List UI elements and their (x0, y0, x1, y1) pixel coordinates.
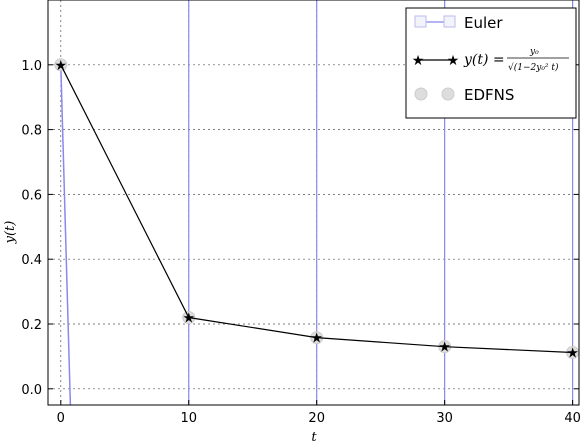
y-tick-label: 0.2 (21, 318, 42, 333)
x-tick-label: 30 (436, 411, 453, 426)
plot-frame (47, 0, 580, 406)
x-tick-label: 0 (57, 411, 65, 426)
legend: Euler ★ ★ y(t) = y₀ √(1−2y₀² t) EDFNS (405, 7, 577, 119)
ticks: 0 10 20 30 40 0.0 0.2 0.4 0.6 0.8 1.0 (21, 59, 581, 426)
x-tick-label: 10 (180, 411, 197, 426)
y-tick-label: 0.4 (21, 253, 42, 268)
legend-euler-marker-right (443, 15, 456, 28)
legend-edfns-label: EDFNS (464, 86, 514, 104)
x-axis-label: t (311, 430, 317, 444)
y-tick-label: 0.8 (21, 124, 42, 139)
legend-euler-label: Euler (464, 14, 503, 32)
legend-exact-lhs: y(t) = (463, 52, 505, 68)
legend-edfns-marker-left (414, 87, 428, 101)
y-axis-label: y(t) (3, 221, 18, 245)
legend-box (405, 7, 577, 119)
x-tick-label: 20 (308, 411, 325, 426)
legend-edfns-marker-right (441, 87, 455, 101)
exact-star-point: ★ (182, 311, 195, 327)
y-tick-label: 1.0 (21, 59, 42, 74)
y-tick-label: 0.0 (21, 383, 42, 398)
exact-star-point: ★ (55, 58, 68, 74)
exact-line (60, 64, 573, 354)
legend-exact-denominator: √(1−2y₀² t) (508, 62, 559, 73)
grid (48, 0, 579, 405)
y-tick-label: 0.6 (21, 188, 42, 203)
legend-exact-star-right: ★ (447, 53, 460, 69)
x-tick-label: 40 (564, 411, 581, 426)
euler-line (60, 64, 72, 405)
exact-star-point: ★ (310, 331, 323, 347)
legend-euler-marker-left (414, 15, 427, 28)
legend-exact-star-left: ★ (412, 53, 425, 69)
legend-exact-numerator: y₀ (529, 47, 539, 57)
exact-star-point: ★ (438, 340, 451, 356)
exact-star-point: ★ (566, 346, 579, 362)
